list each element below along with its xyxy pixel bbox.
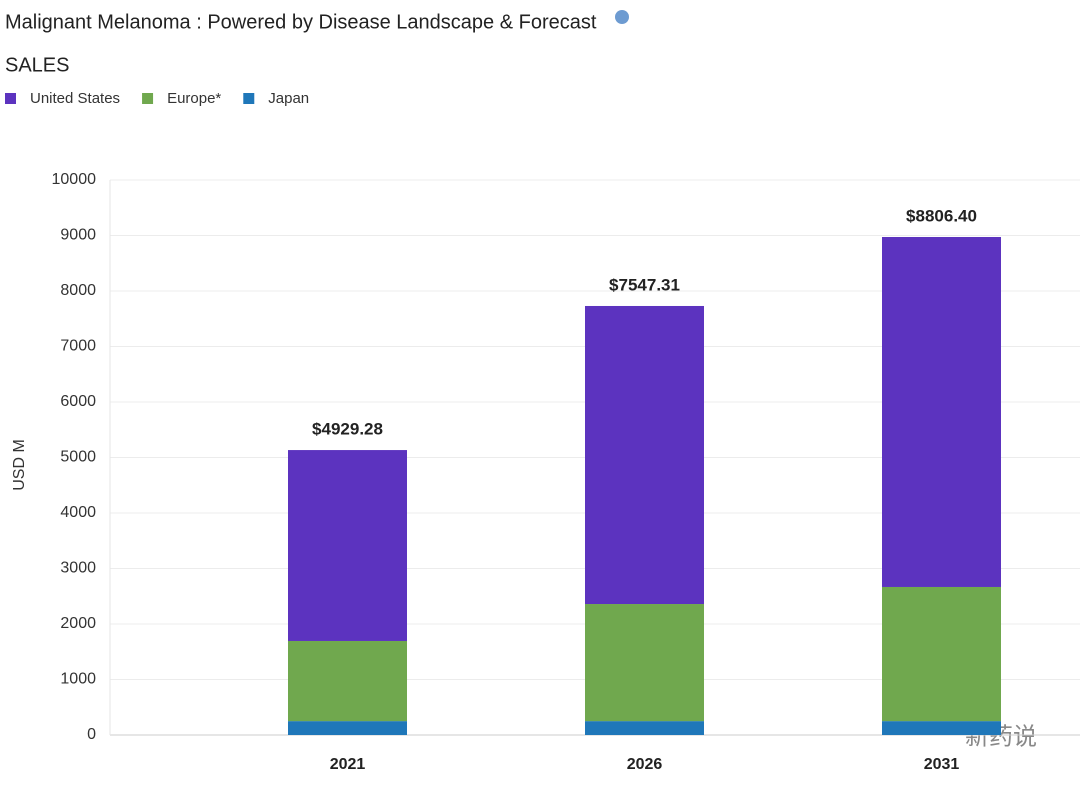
- bar-segment: [288, 640, 407, 722]
- legend-label: Japan: [268, 90, 309, 107]
- bar-segment: [585, 305, 704, 605]
- legend-label: United States: [30, 90, 120, 107]
- y-tick-label: 5000: [60, 449, 96, 466]
- bar-segment: [585, 721, 704, 735]
- bar-segment: [882, 236, 1001, 587]
- bar-segment: [882, 721, 1001, 735]
- chart-title: Malignant Melanoma : Powered by Disease …: [5, 11, 597, 33]
- bar-segment: [882, 586, 1001, 722]
- y-tick-label: 10000: [52, 171, 97, 188]
- y-tick-label: 1000: [60, 671, 96, 688]
- y-tick-label: 3000: [60, 560, 96, 577]
- y-axis-label: USD M: [11, 439, 28, 491]
- total-label: $4929.28: [312, 420, 383, 439]
- total-label: $8806.40: [906, 206, 977, 225]
- y-tick-label: 2000: [60, 615, 96, 632]
- info-icon[interactable]: [615, 10, 629, 24]
- bar-segment: [288, 721, 407, 735]
- y-tick-label: 9000: [60, 227, 96, 244]
- y-tick-label: 0: [87, 726, 96, 743]
- bar-segment: [288, 450, 407, 641]
- legend-swatch: [5, 93, 16, 104]
- legend-label: Europe*: [167, 90, 221, 107]
- y-tick-label: 6000: [60, 393, 96, 410]
- x-tick-label: 2031: [924, 756, 960, 773]
- legend-swatch: [142, 93, 154, 104]
- x-tick-label: 2021: [330, 756, 366, 773]
- x-tick-label: 2026: [627, 756, 663, 773]
- bar-segment: [585, 604, 704, 722]
- y-tick-label: 7000: [60, 338, 96, 355]
- subtitle: SALES: [5, 54, 69, 76]
- total-label: $7547.31: [609, 275, 680, 294]
- y-tick-label: 4000: [60, 504, 96, 521]
- y-tick-label: 8000: [60, 282, 96, 299]
- legend-swatch: [243, 93, 255, 104]
